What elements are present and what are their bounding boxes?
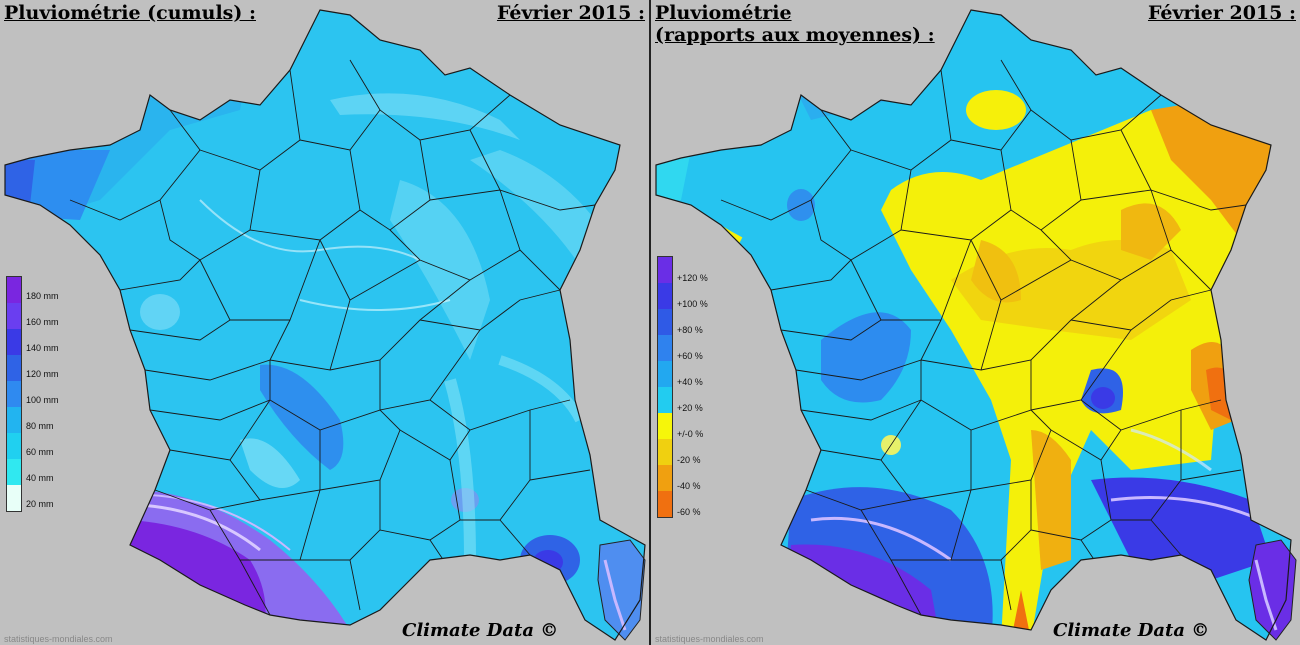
credit: Climate Data ©: [1053, 620, 1210, 641]
legend-swatch: [658, 283, 672, 309]
legend-swatch: [658, 309, 672, 335]
panel-date: Février 2015 :: [496, 2, 645, 24]
legend-label: 180 mm: [26, 291, 59, 301]
legend-swatch: [658, 335, 672, 361]
legend-swatch: [658, 387, 672, 413]
panel-date: Février 2015 :: [1147, 2, 1296, 24]
legend-label: 160 mm: [26, 317, 59, 327]
legend-swatch: [658, 439, 672, 465]
legend-color-scale: [6, 276, 22, 512]
legend-swatch: [7, 433, 21, 459]
watermark: statistiques-mondiales.com: [4, 634, 113, 644]
legend-label: 80 mm: [26, 421, 54, 431]
legend-swatch: [7, 381, 21, 407]
legend-label: 40 mm: [26, 473, 54, 483]
legend-swatch: [658, 361, 672, 387]
credit: Climate Data ©: [402, 620, 559, 641]
legend-swatch: [658, 465, 672, 491]
legend-label: 100 mm: [26, 395, 59, 405]
legend-swatch: [7, 303, 21, 329]
legend-swatch: [7, 355, 21, 381]
legend-label: 60 mm: [26, 447, 54, 457]
legend-color-scale: [657, 256, 673, 518]
legend-label: +40 %: [677, 377, 703, 387]
legend-label: 140 mm: [26, 343, 59, 353]
legend-swatch: [7, 485, 21, 511]
rainfall-totals-map: [4, 9, 646, 641]
legend-label: 120 mm: [26, 369, 59, 379]
legend-swatch: [7, 459, 21, 485]
legend-label: -60 %: [677, 507, 701, 517]
legend-label: +20 %: [677, 403, 703, 413]
legend-label: -40 %: [677, 481, 701, 491]
legend-swatch: [7, 407, 21, 433]
panel-title: Pluviométrie (rapports aux moyennes) :: [655, 2, 935, 46]
panel-title: Pluviométrie (cumuls) :: [4, 2, 256, 24]
panel-title-line2: (rapports aux moyennes) :: [655, 24, 935, 46]
legend-swatch: [7, 329, 21, 355]
panel-divider: [649, 0, 651, 645]
rainfall-ratio-map: [655, 9, 1297, 641]
legend-label: +80 %: [677, 325, 703, 335]
legend-label: +/-0 %: [677, 429, 704, 439]
legend-label: +120 %: [677, 273, 708, 283]
legend-label: +100 %: [677, 299, 708, 309]
watermark: statistiques-mondiales.com: [655, 634, 764, 644]
rainfall-totals-panel: Pluviométrie (cumuls) : Février 2015 : 1…: [0, 0, 649, 645]
legend-swatch: [658, 257, 672, 283]
legend-label: +60 %: [677, 351, 703, 361]
legend-swatch: [658, 413, 672, 439]
legend-label: -20 %: [677, 455, 701, 465]
legend-swatch: [7, 277, 21, 303]
rainfall-ratio-panel: Pluviométrie (rapports aux moyennes) : F…: [651, 0, 1300, 645]
legend-swatch: [658, 491, 672, 517]
legend-label: 20 mm: [26, 499, 54, 509]
panel-title-line1: Pluviométrie: [655, 2, 792, 24]
